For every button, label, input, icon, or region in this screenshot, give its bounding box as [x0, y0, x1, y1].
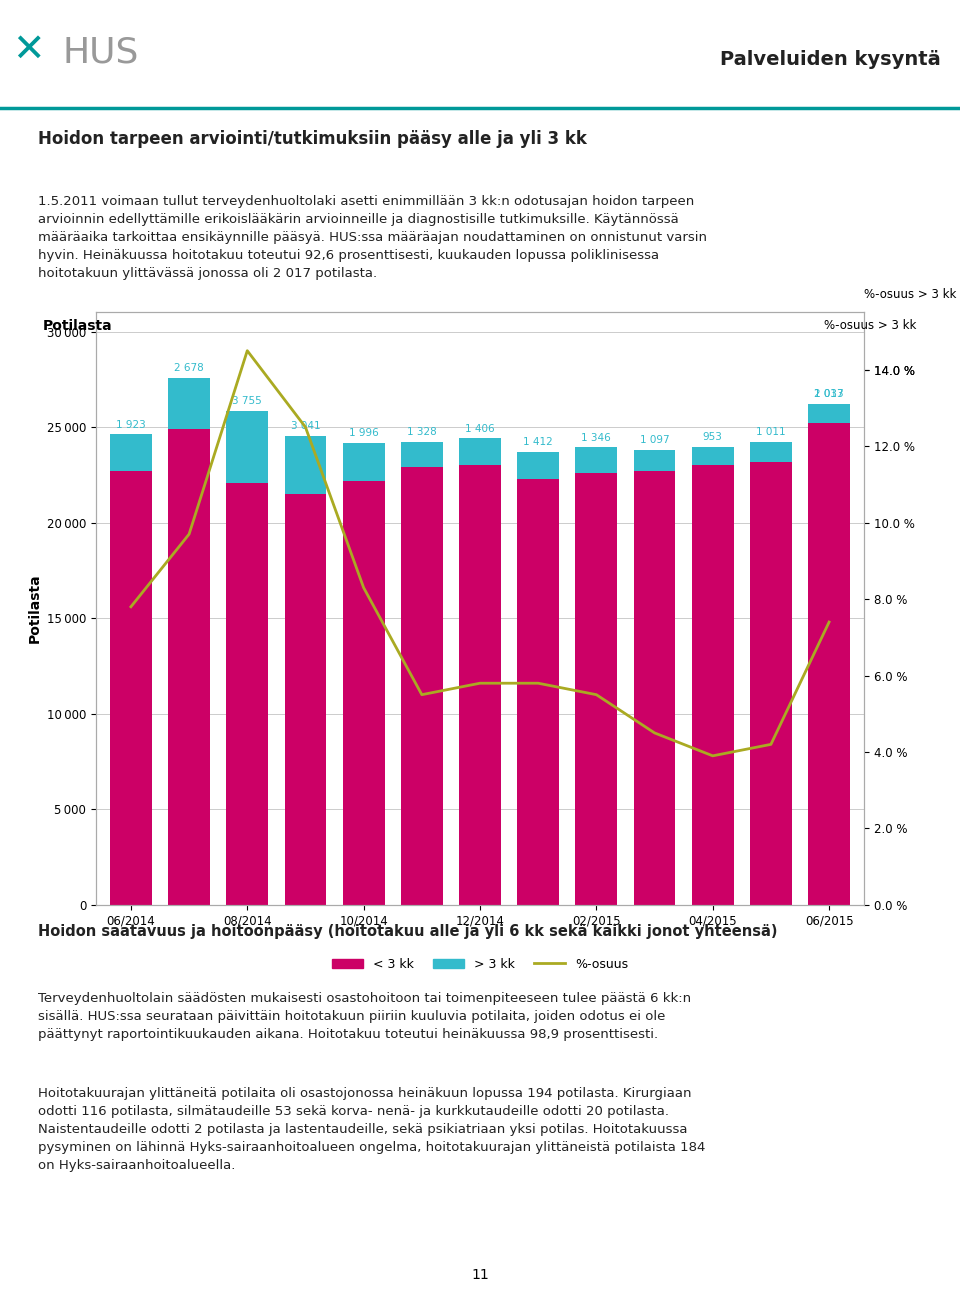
Bar [517, 452, 559, 479]
Text: Palveluiden kysyntä: Palveluiden kysyntä [720, 49, 941, 69]
Bar [808, 423, 850, 905]
Text: 1 033: 1 033 [814, 389, 844, 398]
Text: 1 346: 1 346 [582, 432, 612, 443]
Bar [634, 471, 676, 905]
Text: 1 097: 1 097 [639, 435, 669, 445]
Text: 1 412: 1 412 [523, 437, 553, 447]
Bar [575, 473, 617, 905]
Bar [284, 493, 326, 905]
Text: 953: 953 [703, 432, 723, 443]
Text: Hoidon tarpeen arviointi/tutkimuksiin pääsy alle ja yli 3 kk: Hoidon tarpeen arviointi/tutkimuksiin pä… [38, 130, 588, 148]
Bar [110, 471, 152, 905]
Bar [459, 439, 501, 465]
Bar [634, 450, 676, 471]
Bar [227, 483, 268, 905]
Bar [808, 404, 850, 423]
Text: Terveydenhuoltolain säädösten mukaisesti osastohoitoon tai toimenpiteeseen tulee: Terveydenhuoltolain säädösten mukaisesti… [38, 992, 691, 1042]
Text: ✕: ✕ [12, 31, 45, 69]
Text: Hoitotakuurajan ylittäneitä potilaita oli osastojonossa heinäkuun lopussa 194 po: Hoitotakuurajan ylittäneitä potilaita ol… [38, 1087, 706, 1172]
Text: 1 011: 1 011 [756, 427, 785, 437]
Text: 1 996: 1 996 [348, 428, 378, 437]
Bar [343, 443, 385, 480]
Bar [168, 430, 210, 905]
Text: 1 923: 1 923 [116, 419, 146, 430]
Text: %-osuus > 3 kk: %-osuus > 3 kk [825, 319, 917, 332]
Bar [168, 378, 210, 430]
Text: 2 678: 2 678 [174, 363, 204, 374]
Y-axis label: Potilasta: Potilasta [27, 574, 41, 643]
Text: Potilasta: Potilasta [43, 319, 113, 333]
Text: Hoidon saatavuus ja hoitoonpääsy (hoitotakuu alle ja yli 6 kk sekä kaikki jonot : Hoidon saatavuus ja hoitoonpääsy (hoitot… [38, 924, 778, 940]
Bar [575, 448, 617, 473]
Text: 1 406: 1 406 [466, 423, 494, 434]
Bar [750, 443, 792, 461]
Text: HUS: HUS [62, 35, 139, 69]
Bar [517, 479, 559, 905]
Bar [227, 411, 268, 483]
Bar [750, 461, 792, 905]
Legend: < 3 kk, > 3 kk, %-osuus: < 3 kk, > 3 kk, %-osuus [327, 953, 633, 975]
Bar [401, 467, 443, 905]
Bar [692, 465, 733, 905]
Bar [110, 435, 152, 471]
Bar [459, 465, 501, 905]
Text: 1 328: 1 328 [407, 427, 437, 437]
Bar [401, 441, 443, 467]
Bar [692, 447, 733, 465]
Text: 3 041: 3 041 [291, 421, 321, 431]
Text: 2 017: 2 017 [814, 389, 844, 398]
Bar [284, 436, 326, 493]
Text: 1.5.2011 voimaan tullut terveydenhuoltolaki asetti enimmillään 3 kk:n odotusajan: 1.5.2011 voimaan tullut terveydenhuoltol… [38, 195, 708, 280]
Bar [343, 480, 385, 905]
Text: 11: 11 [471, 1268, 489, 1282]
Text: 3 755: 3 755 [232, 396, 262, 406]
Text: %-osuus > 3 kk: %-osuus > 3 kk [864, 288, 956, 301]
